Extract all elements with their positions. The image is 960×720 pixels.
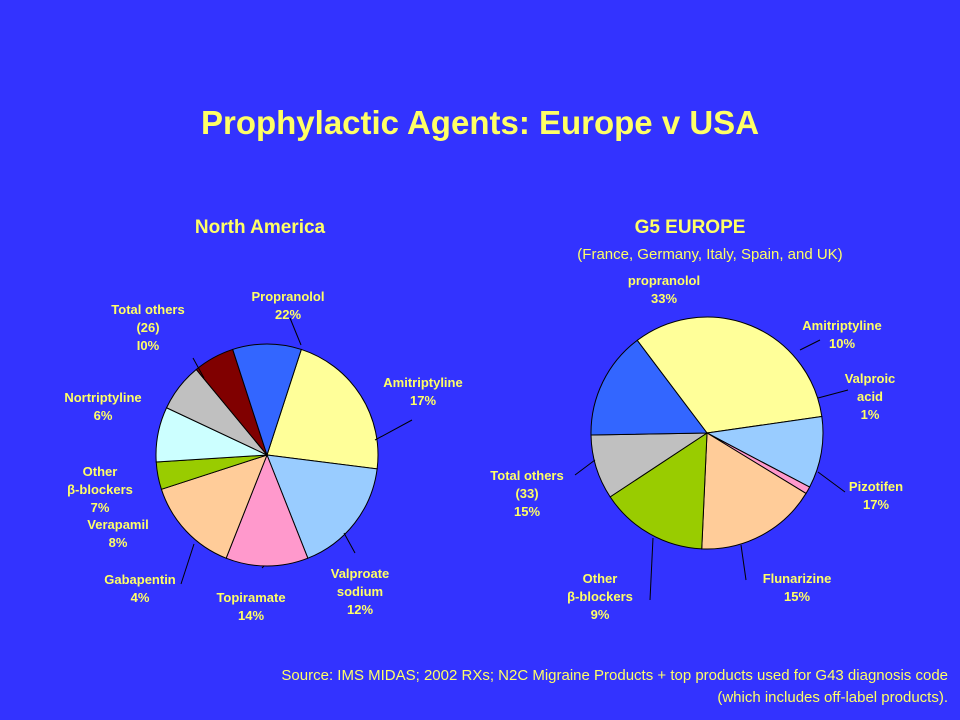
leader-line bbox=[740, 544, 747, 581]
slice-label: acid bbox=[857, 389, 883, 404]
slice-label: Propranolol bbox=[252, 289, 325, 304]
slice-label: Total others bbox=[111, 302, 184, 317]
slice-label: 7% bbox=[91, 500, 110, 515]
pie-slice bbox=[705, 415, 824, 488]
pie-slice bbox=[266, 348, 379, 470]
leader-line bbox=[799, 339, 821, 351]
pie-slice bbox=[609, 432, 708, 550]
slice-label: Total others bbox=[490, 468, 563, 483]
slice-label: Gabapentin bbox=[104, 572, 176, 587]
slice-label: Topiramate bbox=[216, 590, 285, 605]
pie-slice bbox=[232, 343, 302, 457]
leader-line bbox=[374, 419, 413, 441]
pie-chart-1: propranolol 33% Amitriptyline 10% Valproic ac… bbox=[490, 273, 903, 622]
slice-label: 4% bbox=[131, 590, 150, 605]
leader-line bbox=[817, 389, 849, 399]
leader-line bbox=[817, 471, 846, 493]
leader-line bbox=[180, 543, 195, 585]
leader-line bbox=[261, 565, 265, 569]
slice-label: Other bbox=[583, 571, 618, 586]
slice-label: (26) bbox=[136, 320, 159, 335]
slice-label: Pizotifen bbox=[849, 479, 903, 494]
slice-label: 15% bbox=[784, 589, 810, 604]
slice-label: sodium bbox=[337, 584, 383, 599]
slide-title: Prophylactic Agents: Europe v USA bbox=[200, 104, 760, 141]
slice-label: 1% bbox=[861, 407, 880, 422]
slice-label: Valproate bbox=[331, 566, 390, 581]
pie-chart-0: Propranolol 22% Amitriptyline 17% Valproate s… bbox=[64, 289, 462, 623]
slice-label: Nortriptyline bbox=[64, 390, 141, 405]
source-line-2: (which includes off-label products). bbox=[717, 689, 948, 706]
pie-slice bbox=[266, 454, 378, 559]
slice-label: 17% bbox=[863, 497, 889, 512]
chart-title-north-america: North America bbox=[194, 217, 326, 238]
slice-label: propranolol bbox=[628, 273, 700, 288]
slice-label: 17% bbox=[410, 393, 436, 408]
pie-slice bbox=[590, 339, 708, 436]
slice-label: Amitriptyline bbox=[383, 375, 462, 390]
leader-line bbox=[343, 532, 356, 554]
chart-title-g5-europe: G5 EUROPE bbox=[634, 217, 746, 238]
pie-slice bbox=[636, 316, 823, 434]
leader-line bbox=[192, 357, 205, 379]
slice-label: 14% bbox=[238, 608, 264, 623]
slice-label: Flunarizine bbox=[763, 571, 832, 586]
slice-label: 10% bbox=[829, 336, 855, 351]
slice-label: 6% bbox=[94, 408, 113, 423]
slice-label: Verapamil bbox=[87, 517, 148, 532]
leader-line bbox=[649, 537, 654, 601]
slice-label: Valproic bbox=[845, 371, 896, 386]
slice-label: Other bbox=[83, 464, 118, 479]
slice-label: 8% bbox=[109, 535, 128, 550]
source-line-1: Source: IMS MIDAS; 2002 RXs; N2C Migrain… bbox=[281, 667, 948, 684]
slice-label: 15% bbox=[514, 504, 540, 519]
pie-slice bbox=[701, 432, 807, 550]
slice-label: Amitriptyline bbox=[802, 318, 881, 333]
slice-label: 33% bbox=[651, 291, 677, 306]
slice-label: 22% bbox=[275, 307, 301, 322]
slice-label: 9% bbox=[591, 607, 610, 622]
pie-slice bbox=[225, 453, 309, 567]
slice-label: I0% bbox=[137, 338, 160, 353]
slice-label: 12% bbox=[347, 602, 373, 617]
slice-label: (33) bbox=[515, 486, 538, 501]
leader-line bbox=[574, 459, 596, 476]
chart-subtitle-g5-europe: (France, Germany, Italy, Spain, and UK) bbox=[577, 246, 843, 263]
slice-label: β-blockers bbox=[567, 589, 633, 604]
slice-label: β-blockers bbox=[67, 482, 133, 497]
leader-line bbox=[289, 317, 302, 346]
